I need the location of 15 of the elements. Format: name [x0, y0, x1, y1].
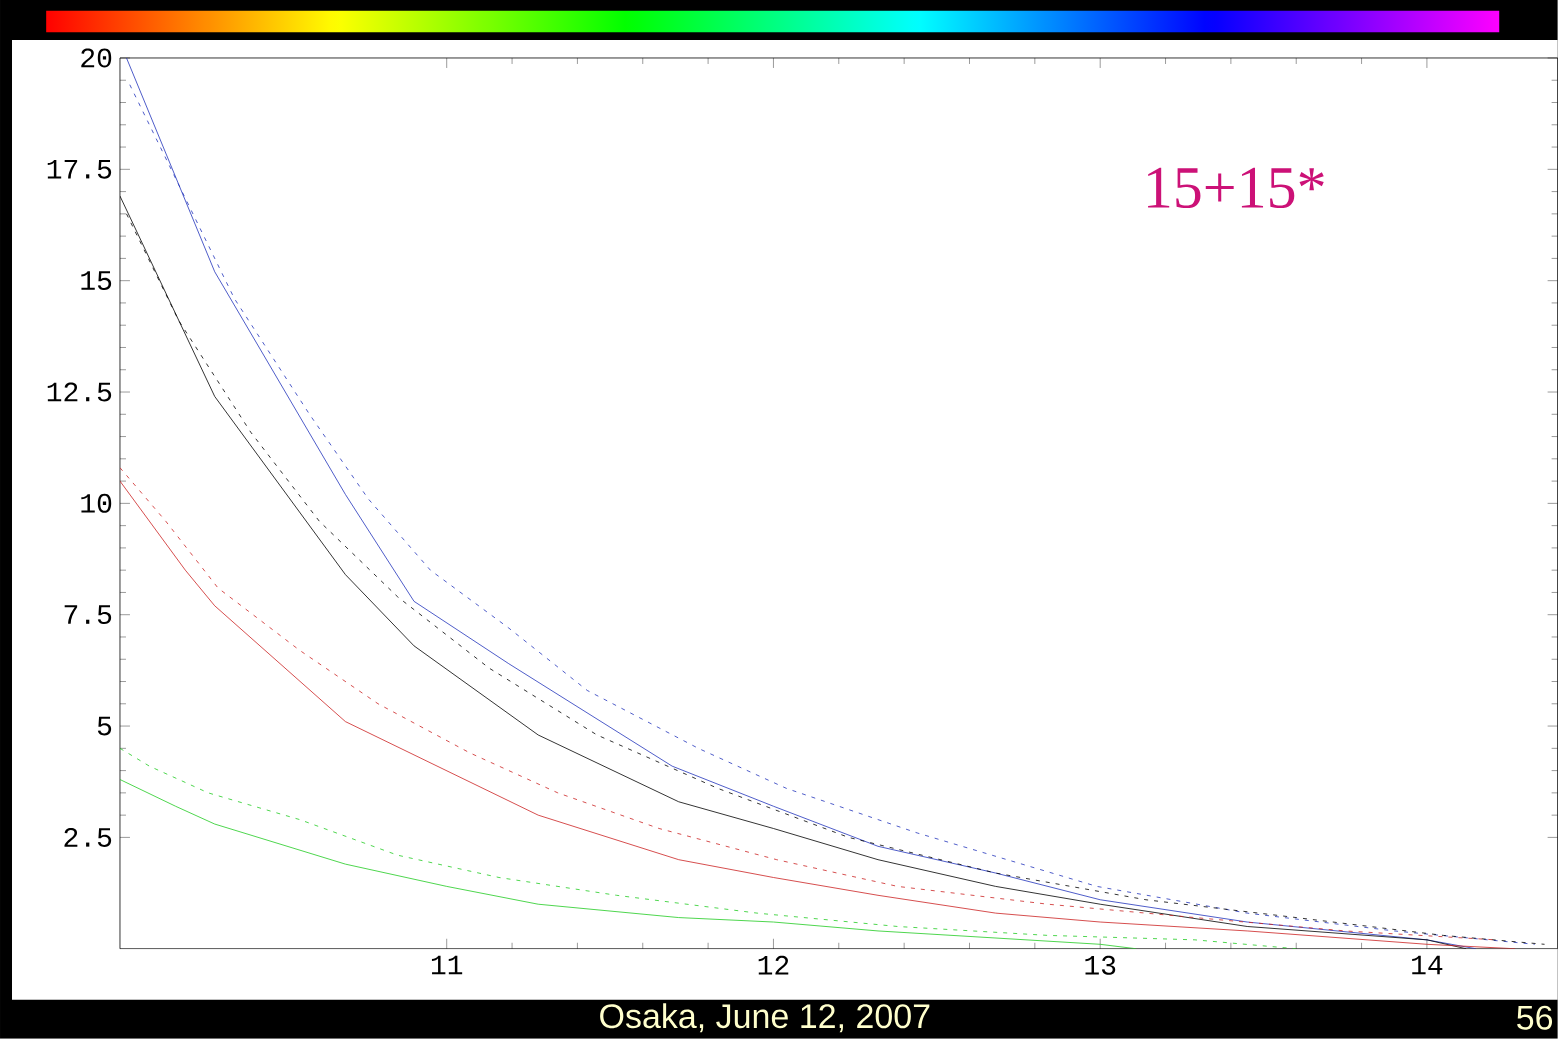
- y-tick-label: 5: [97, 716, 112, 736]
- y-tick-label: 20: [81, 48, 112, 68]
- y-tick-label: 2.5: [64, 828, 112, 848]
- text: Osaka, June 12, 2007: [600, 1003, 930, 1033]
- text: 56: [1517, 1005, 1553, 1030]
- x-tick-label: 14: [1412, 955, 1443, 975]
- y-tick-label: 15: [81, 271, 112, 291]
- y-tick-label: 17.5: [47, 160, 112, 179]
- x-tick-label: 12: [758, 955, 789, 975]
- x-tick-label: 11: [431, 955, 463, 975]
- y-tick-label: 7.5: [64, 605, 112, 625]
- y-tick-label: 10: [81, 494, 112, 513]
- annotation: 15+15*: [1148, 167, 1324, 209]
- x-tick-label: 13: [1085, 955, 1116, 975]
- y-tick-label: 12.5: [47, 382, 112, 402]
